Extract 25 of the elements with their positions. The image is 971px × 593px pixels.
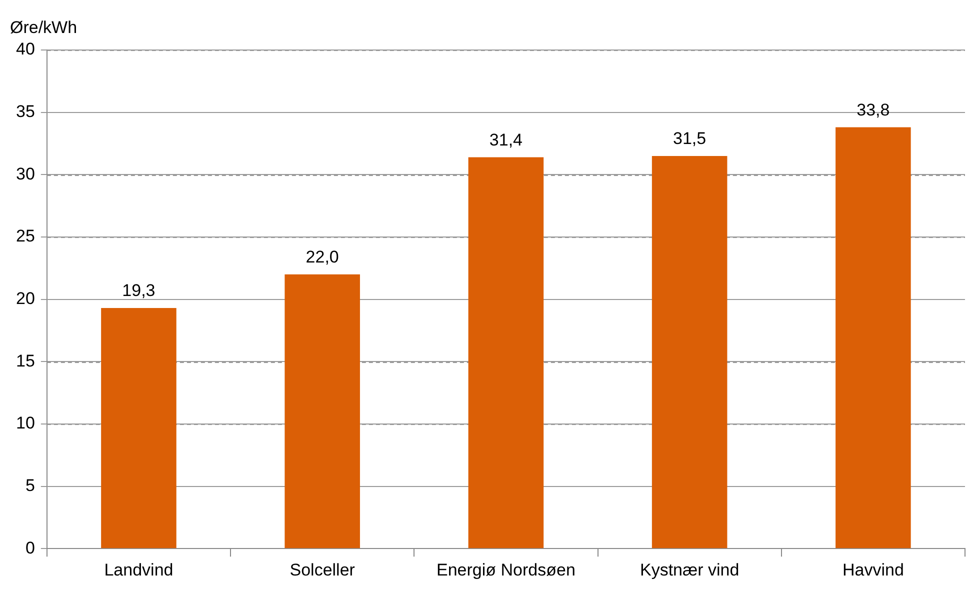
- bar: [836, 127, 911, 548]
- y-axis-title: Øre/kWh: [10, 18, 78, 37]
- y-tick-label: 40: [16, 40, 35, 59]
- x-tick-label: Landvind: [104, 560, 174, 580]
- bar: [284, 274, 360, 548]
- y-tick-label: 25: [16, 226, 35, 246]
- y-tick-label: 20: [16, 288, 35, 308]
- x-tick-label: Havvind: [842, 560, 904, 580]
- y-tick-label: 35: [16, 102, 35, 122]
- y-tick-label: 30: [16, 164, 35, 184]
- bar: [652, 156, 728, 548]
- bar: [468, 157, 544, 548]
- data-label: 19,3: [122, 281, 156, 300]
- bar: [101, 308, 176, 548]
- data-label: 31,4: [489, 130, 522, 150]
- y-tick-label: 0: [25, 538, 35, 558]
- data-label: 31,5: [673, 129, 706, 148]
- y-tick-label: 5: [25, 476, 35, 495]
- x-tick-label: Kystnær vind: [640, 560, 740, 580]
- data-label: 22,0: [306, 248, 339, 267]
- x-tick-label: Energiø Nordsøen: [436, 560, 576, 580]
- y-tick-label: 10: [16, 414, 35, 433]
- data-label: 33,8: [856, 100, 890, 120]
- x-tick-label: Solceller: [290, 560, 356, 580]
- y-tick-label: 15: [16, 351, 35, 370]
